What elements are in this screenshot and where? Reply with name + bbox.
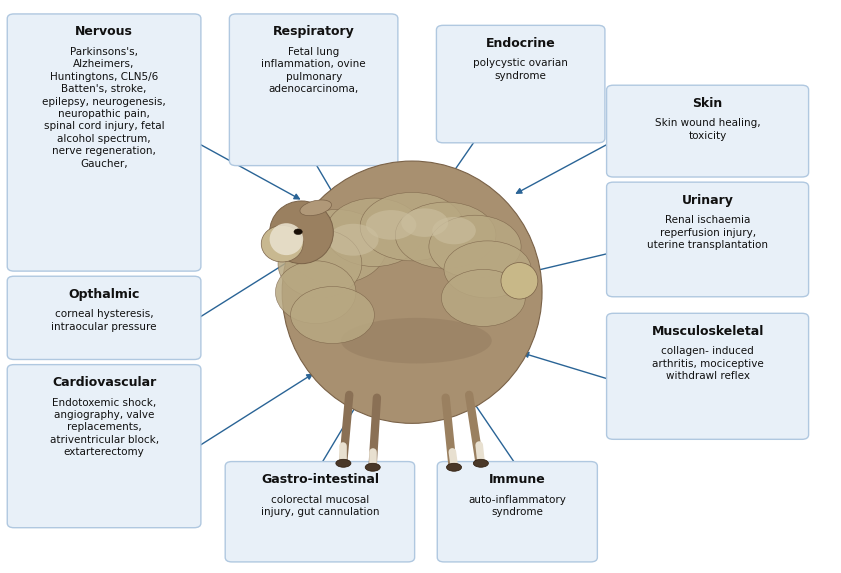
Ellipse shape — [325, 198, 423, 266]
Ellipse shape — [395, 202, 496, 268]
Text: Immune: Immune — [489, 473, 546, 486]
FancyBboxPatch shape — [437, 462, 597, 562]
FancyBboxPatch shape — [230, 14, 398, 166]
Ellipse shape — [366, 210, 416, 240]
Ellipse shape — [341, 318, 492, 363]
Ellipse shape — [444, 241, 532, 298]
FancyBboxPatch shape — [8, 14, 201, 271]
FancyBboxPatch shape — [8, 364, 201, 528]
Ellipse shape — [276, 261, 356, 324]
Text: Musculoskeletal: Musculoskeletal — [652, 325, 764, 337]
Ellipse shape — [270, 223, 303, 255]
Text: Nervous: Nervous — [75, 25, 133, 38]
Text: Endocrine: Endocrine — [486, 37, 556, 50]
Text: Opthalmic: Opthalmic — [68, 288, 140, 301]
FancyBboxPatch shape — [8, 276, 201, 359]
Text: Fetal lung
inflammation, ovine
pulmonary
adenocarcinoma,: Fetal lung inflammation, ovine pulmonary… — [262, 47, 366, 94]
Text: auto-inflammatory
syndrome: auto-inflammatory syndrome — [468, 494, 566, 517]
Ellipse shape — [283, 161, 542, 423]
Ellipse shape — [291, 286, 374, 344]
Ellipse shape — [429, 215, 521, 278]
Text: Skin wound healing,
toxicity: Skin wound healing, toxicity — [655, 118, 760, 141]
Ellipse shape — [360, 193, 464, 261]
FancyBboxPatch shape — [436, 25, 605, 143]
Text: Renal ischaemia
reperfusion injury,
uterine transplantation: Renal ischaemia reperfusion injury, uter… — [647, 215, 768, 250]
Ellipse shape — [442, 269, 526, 327]
Ellipse shape — [473, 460, 489, 467]
Ellipse shape — [501, 262, 538, 299]
FancyBboxPatch shape — [606, 182, 808, 297]
Text: Parkinsons's,
Alzheimers,
Huntingtons, CLN5/6
Batten's, stroke,
epilepsy, neurog: Parkinsons's, Alzheimers, Huntingtons, C… — [42, 47, 166, 168]
Ellipse shape — [336, 460, 351, 467]
Ellipse shape — [328, 224, 378, 256]
Text: polycystic ovarian
syndrome: polycystic ovarian syndrome — [473, 58, 569, 81]
FancyBboxPatch shape — [606, 85, 808, 177]
Ellipse shape — [447, 463, 462, 471]
Text: Gastro-intestinal: Gastro-intestinal — [261, 473, 379, 486]
Text: Skin: Skin — [692, 97, 722, 109]
Text: Urinary: Urinary — [682, 194, 733, 206]
Text: Respiratory: Respiratory — [272, 25, 355, 38]
Ellipse shape — [287, 210, 387, 284]
Text: collagen- induced
arthritis, mociceptive
withdrawl reflex: collagen- induced arthritis, mociceptive… — [652, 346, 764, 381]
FancyBboxPatch shape — [606, 313, 808, 439]
Text: Cardiovascular: Cardiovascular — [52, 376, 156, 389]
Text: corneal hysteresis,
intraocular pressure: corneal hysteresis, intraocular pressure — [51, 309, 156, 332]
Ellipse shape — [365, 463, 380, 471]
Ellipse shape — [262, 226, 303, 262]
Ellipse shape — [278, 229, 362, 298]
Text: Endotoxemic shock,
angiography, valve
replacements,
atriventricular block,
extar: Endotoxemic shock, angiography, valve re… — [50, 398, 159, 457]
Text: colorectal mucosal
injury, gut cannulation: colorectal mucosal injury, gut cannulati… — [261, 494, 379, 517]
Ellipse shape — [401, 209, 448, 237]
Circle shape — [294, 229, 302, 234]
Ellipse shape — [270, 201, 333, 264]
FancyBboxPatch shape — [225, 462, 415, 562]
Ellipse shape — [432, 217, 476, 244]
Ellipse shape — [300, 200, 331, 215]
